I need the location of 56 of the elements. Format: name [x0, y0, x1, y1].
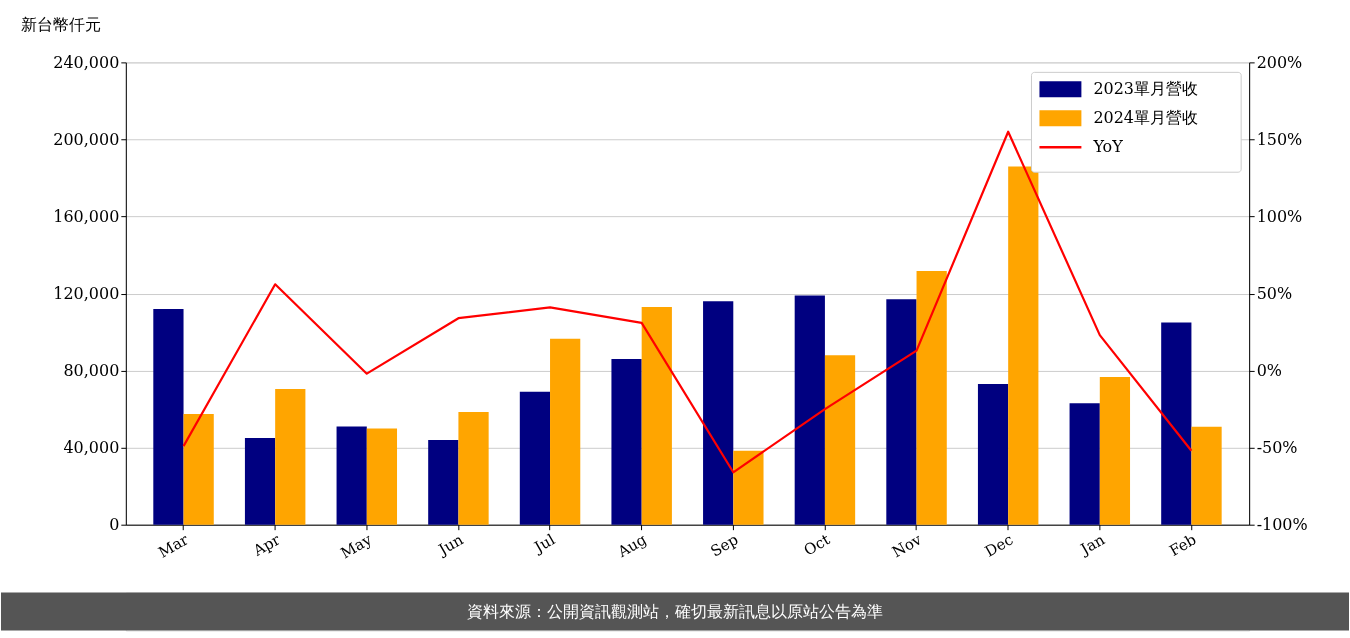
y-tick-label: 120,000 [53, 284, 120, 304]
bar [1008, 166, 1039, 525]
bar [1099, 376, 1131, 525]
bar [703, 301, 734, 525]
x-tick-label: Mar [155, 530, 193, 562]
bar [550, 338, 581, 525]
y-tick-label: 0 [109, 515, 120, 535]
bar [733, 450, 764, 525]
x-tick-label: Nov [889, 530, 925, 562]
x-tick-label: Sep [707, 530, 742, 561]
bar [886, 299, 917, 525]
y2-tick-label: 150% [1256, 129, 1303, 149]
y-tick-label: 160,000 [53, 206, 120, 226]
y2-tick-label: 50% [1256, 284, 1293, 304]
y2-tick-label: 100% [1256, 206, 1303, 226]
legend-label: 2024單月營收 [1093, 108, 1199, 128]
bar [519, 391, 551, 525]
x-tick-label: Apr [249, 530, 284, 561]
bar [244, 438, 276, 525]
x-tick-label: Jan [1075, 530, 1109, 560]
bar [1191, 426, 1222, 525]
line-series [182, 130, 1193, 474]
y-axis-title: 新台幣仟元 [21, 14, 102, 34]
y-tick-label: 200,000 [53, 129, 120, 149]
bar [1161, 322, 1192, 525]
x-tick-label: Dec [981, 530, 1017, 561]
bar [977, 384, 1009, 525]
legend-label: 2023單月營收 [1093, 79, 1199, 99]
source-note: 資料來源：公開資訊觀測站，確切最新訊息以原站公告為準 [467, 601, 883, 621]
x-tick-label: Jul [529, 530, 559, 558]
x-tick-label: May [337, 530, 376, 563]
y2-tick-label: -100% [1256, 515, 1308, 535]
bar [824, 355, 856, 525]
bar [275, 388, 306, 525]
x-tick-label: Aug [613, 530, 651, 562]
y-tick-label: 40,000 [63, 438, 120, 458]
y2-tick-label: 0% [1256, 361, 1282, 381]
bar [458, 412, 489, 525]
bar [336, 426, 367, 525]
bar [183, 413, 214, 525]
bar [916, 271, 947, 525]
bar [641, 307, 672, 525]
bar [366, 428, 398, 525]
x-tick-label: Feb [1166, 530, 1200, 561]
bar [428, 439, 459, 525]
x-tick-label: Oct [800, 530, 833, 560]
x-tick-label: Jun [433, 530, 467, 560]
bar [794, 295, 825, 525]
y-tick-label: 80,000 [63, 361, 120, 381]
legend-label: YoY [1092, 137, 1124, 157]
y2-tick-label: 200% [1256, 52, 1303, 72]
bar [153, 308, 184, 525]
y-tick-label: 240,000 [53, 52, 120, 72]
bar [1069, 403, 1100, 525]
bar [611, 359, 642, 525]
y2-tick-label: -50% [1256, 438, 1298, 458]
